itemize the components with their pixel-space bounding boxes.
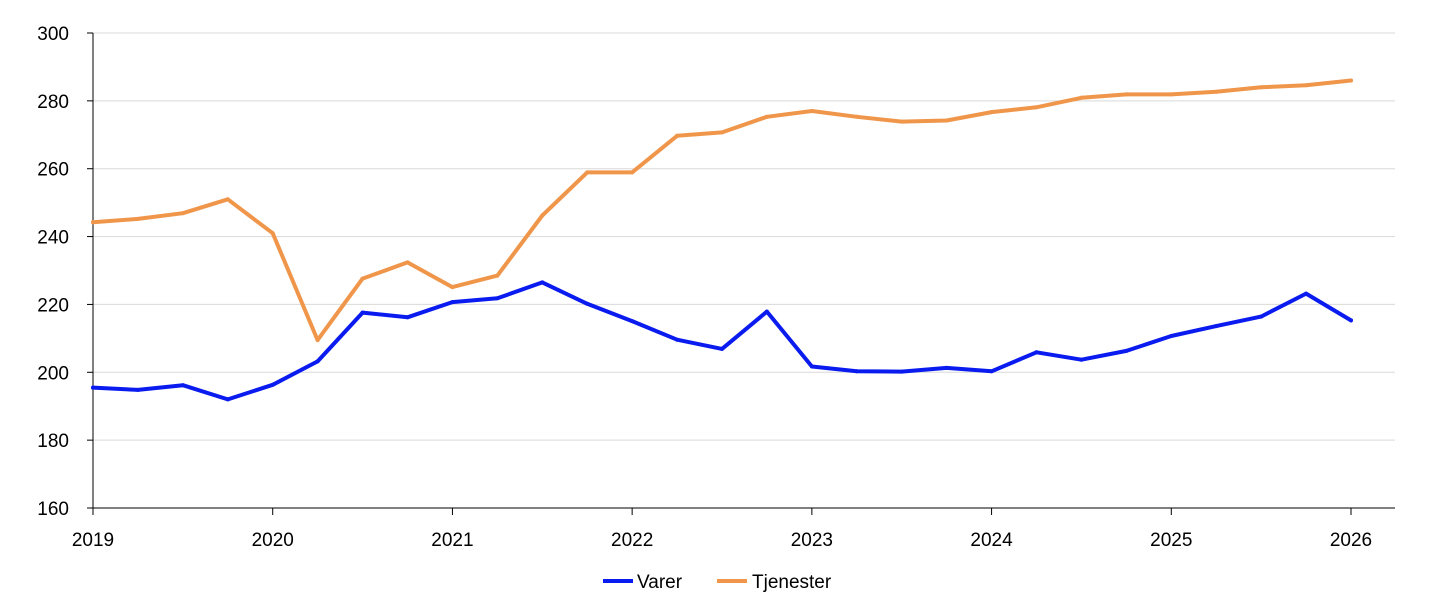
x-tick-label: 2023 xyxy=(791,530,833,551)
series-lines xyxy=(91,78,1353,402)
data-point xyxy=(1124,92,1129,97)
data-point xyxy=(809,109,814,113)
data-point xyxy=(1169,334,1174,338)
data-point xyxy=(1169,92,1174,97)
data-point xyxy=(944,365,949,370)
data-point xyxy=(1079,95,1084,100)
data-point xyxy=(1304,291,1309,296)
data-point xyxy=(1034,105,1039,110)
data-point xyxy=(225,397,230,402)
data-point xyxy=(720,346,724,351)
x-tick-label: 2019 xyxy=(72,530,114,551)
data-point xyxy=(135,216,140,221)
data-point xyxy=(1259,85,1264,90)
y-tick-label: 180 xyxy=(37,431,69,452)
data-point xyxy=(809,364,814,369)
data-point xyxy=(91,385,95,390)
x-tick-label: 2026 xyxy=(1330,530,1372,551)
series-line-tjenester xyxy=(91,78,1353,343)
data-point xyxy=(675,133,680,138)
data-point xyxy=(764,309,769,314)
data-point xyxy=(854,114,859,119)
data-point xyxy=(1214,89,1219,94)
x-tick-label: 2024 xyxy=(970,530,1013,551)
x-tick-label: 2020 xyxy=(252,530,294,551)
data-point xyxy=(315,359,320,364)
data-point xyxy=(989,110,994,115)
data-point xyxy=(270,231,275,236)
data-point xyxy=(270,382,275,387)
data-point xyxy=(1034,350,1039,355)
series-line-varer xyxy=(91,280,1353,402)
data-point xyxy=(1349,318,1353,323)
data-point xyxy=(1214,324,1219,329)
data-point xyxy=(540,280,545,285)
data-point xyxy=(1079,357,1084,362)
data-point xyxy=(360,276,365,281)
data-point xyxy=(360,310,365,315)
data-point xyxy=(495,273,500,278)
legend-label-tjenester: Tjenester xyxy=(752,572,832,593)
y-tick-label: 220 xyxy=(37,295,69,316)
data-point xyxy=(630,319,635,324)
data-point xyxy=(135,387,140,392)
y-tick-label: 300 xyxy=(37,24,69,45)
x-tick-label: 2021 xyxy=(431,530,473,551)
data-point xyxy=(540,213,545,218)
series-points-tjenester xyxy=(91,78,1353,343)
data-point xyxy=(630,170,635,175)
legend-label-varer: Varer xyxy=(637,572,683,593)
data-point xyxy=(315,338,320,343)
x-tick-label: 2025 xyxy=(1150,530,1192,551)
x-ticks: 2019 2020 2021 2022 2023 2024 2025 2026 xyxy=(72,508,1372,551)
x-tick-label: 2022 xyxy=(611,530,653,551)
data-point xyxy=(585,301,590,306)
gridlines xyxy=(93,32,1395,441)
y-ticks: 160 180 200 220 240 260 280 300 xyxy=(37,24,93,520)
data-point xyxy=(944,118,949,123)
data-point xyxy=(495,296,500,301)
data-point xyxy=(180,211,185,216)
data-point xyxy=(180,383,185,388)
series-points-varer xyxy=(91,280,1353,402)
data-point xyxy=(1259,314,1264,319)
data-point xyxy=(720,130,724,135)
data-point xyxy=(225,197,230,202)
data-point xyxy=(854,369,859,374)
data-point xyxy=(450,285,455,290)
y-tick-label: 240 xyxy=(37,228,69,249)
data-point xyxy=(899,119,904,124)
data-point xyxy=(450,300,455,305)
y-tick-label: 160 xyxy=(37,499,69,520)
legend: Varer Tjenester xyxy=(603,572,832,593)
y-tick-label: 280 xyxy=(37,92,69,113)
data-point xyxy=(585,170,590,175)
data-point xyxy=(405,260,410,265)
data-point xyxy=(764,114,769,119)
data-point xyxy=(91,220,95,225)
data-point xyxy=(899,369,904,374)
data-point xyxy=(1124,348,1129,353)
data-point xyxy=(989,369,994,374)
y-tick-label: 200 xyxy=(37,363,69,384)
data-point xyxy=(405,315,410,320)
y-tick-label: 260 xyxy=(37,160,69,181)
data-point xyxy=(675,337,680,342)
data-point xyxy=(1349,78,1353,83)
axes xyxy=(92,33,1395,509)
data-point xyxy=(1304,83,1309,88)
